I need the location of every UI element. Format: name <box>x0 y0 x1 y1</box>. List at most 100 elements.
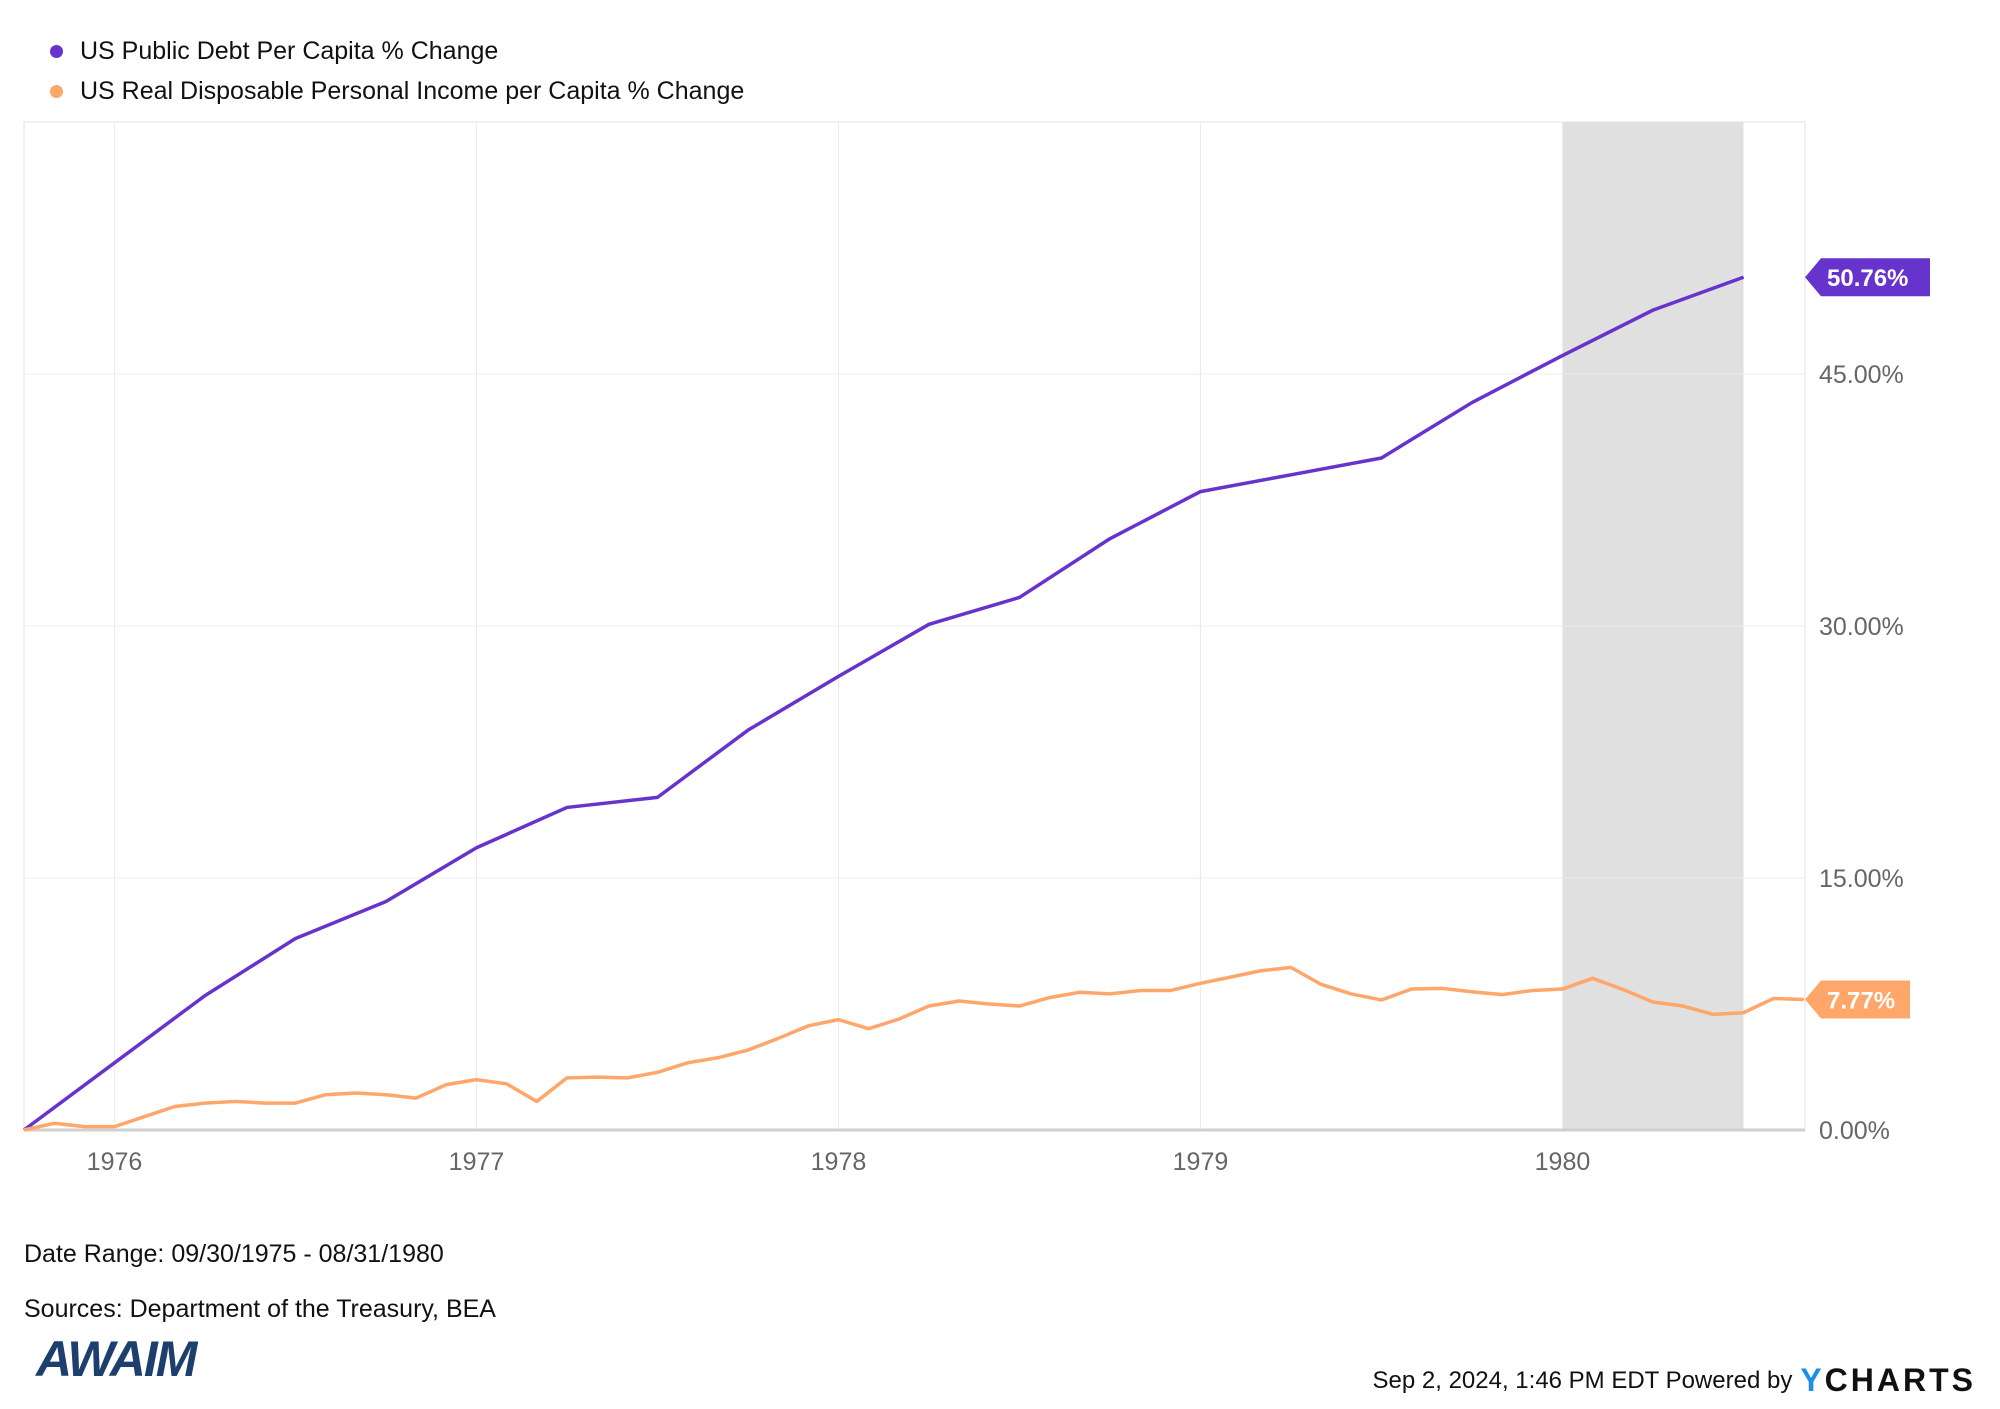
data-point <box>1109 538 1111 540</box>
legend-label: US Public Debt Per Capita % Change <box>80 37 499 65</box>
data-point <box>1049 997 1051 999</box>
x-tick-label: 1977 <box>449 1148 505 1176</box>
data-point <box>1109 993 1111 995</box>
data-point <box>53 1122 55 1124</box>
data-point <box>234 1100 236 1102</box>
footer: Sep 2, 2024, 1:46 PM EDT Powered by YCHA… <box>1373 1362 1976 1399</box>
data-point <box>264 1102 266 1104</box>
x-tick-label: 1980 <box>1535 1148 1591 1176</box>
data-point <box>294 1102 296 1104</box>
data-point <box>1712 1013 1714 1015</box>
last-value-label: 50.76% <box>1827 265 1908 292</box>
data-point <box>415 1097 417 1099</box>
data-point <box>385 1094 387 1096</box>
data-point <box>1290 966 1292 968</box>
data-point <box>536 1100 538 1102</box>
awaim-logo: AWAIM <box>36 1331 197 1387</box>
series-line-0 <box>22 275 1745 1132</box>
data-point <box>1230 976 1232 978</box>
data-point <box>1199 982 1201 984</box>
data-point <box>928 623 930 625</box>
data-point <box>898 1018 900 1020</box>
data-point <box>1079 991 1081 993</box>
data-point <box>1531 990 1533 992</box>
last-value-badge <box>1805 258 1930 297</box>
data-point <box>325 1094 327 1096</box>
series-line-1 <box>23 965 1804 1132</box>
data-point <box>1471 991 1473 993</box>
data-point <box>747 729 749 731</box>
data-point <box>837 675 839 677</box>
data-point <box>144 1116 146 1118</box>
data-point <box>596 1076 598 1078</box>
data-point <box>1622 988 1624 990</box>
data-point <box>1742 276 1744 278</box>
data-point <box>1501 994 1503 996</box>
data-point <box>385 901 387 903</box>
y-tick-label: 30.00% <box>1819 613 1904 641</box>
data-point <box>988 1003 990 1005</box>
data-point <box>506 1083 508 1085</box>
last-value-label: 7.77% <box>1827 987 1895 1014</box>
data-point <box>1139 990 1141 992</box>
data-point <box>1592 977 1594 979</box>
legend-item-debt[interactable]: US Public Debt Per Capita % Change <box>50 37 498 66</box>
data-point <box>626 1077 628 1079</box>
data-point <box>445 1084 447 1086</box>
x-tick-label: 1976 <box>87 1148 143 1176</box>
y-tick-label: 45.00% <box>1819 361 1904 389</box>
y-tick-label: 15.00% <box>1819 865 1904 893</box>
data-point <box>807 1025 809 1027</box>
data-point <box>777 1037 779 1039</box>
data-point <box>717 1057 719 1059</box>
data-point <box>1742 1012 1744 1014</box>
data-point <box>1018 1005 1020 1007</box>
data-point <box>174 1105 176 1107</box>
data-point <box>1773 997 1775 999</box>
data-point <box>747 1049 749 1051</box>
data-point <box>1290 474 1292 476</box>
legend-dot-icon <box>50 85 63 98</box>
data-point <box>656 1071 658 1073</box>
data-point <box>1350 993 1352 995</box>
legend-label: US Real Disposable Personal Income per C… <box>80 77 745 105</box>
data-point <box>1652 309 1654 311</box>
line-chart: 0.00% 15.00% 30.00% 45.00% 1976 1977 1978 1979 1… <box>22 121 1930 1176</box>
data-point <box>83 1126 85 1128</box>
data-point <box>113 1126 115 1128</box>
data-point <box>23 1129 25 1131</box>
data-point <box>475 1079 477 1081</box>
data-point <box>958 1000 960 1002</box>
legend-item-income[interactable]: US Real Disposable Personal Income per C… <box>50 77 744 106</box>
data-point <box>1199 491 1201 493</box>
data-point <box>1803 998 1805 1000</box>
ycharts-logo[interactable]: YCHARTS <box>1800 1362 1976 1398</box>
data-point <box>1561 988 1563 990</box>
data-point <box>204 1102 206 1104</box>
data-point <box>1320 983 1322 985</box>
x-tick-label: 1978 <box>811 1148 867 1176</box>
sources: Sources: Department of the Treasury, BEA <box>24 1295 496 1323</box>
last-value-badge <box>1805 980 1910 1019</box>
data-point <box>566 1077 568 1079</box>
data-point <box>656 796 658 798</box>
data-point <box>1682 1005 1684 1007</box>
data-point <box>1411 988 1413 990</box>
data-point <box>1561 355 1563 357</box>
data-point <box>475 847 477 849</box>
data-point <box>1380 999 1382 1001</box>
data-point <box>113 1062 115 1064</box>
data-point <box>566 806 568 808</box>
data-point <box>204 995 206 997</box>
date-range: Date Range: 09/30/1975 - 08/31/1980 <box>24 1240 444 1268</box>
y-tick-label: 0.00% <box>1819 1117 1890 1145</box>
data-point <box>1441 987 1443 989</box>
data-point <box>1260 970 1262 972</box>
data-point <box>355 1092 357 1094</box>
data-point <box>687 1062 689 1064</box>
legend-dot-icon <box>50 45 63 58</box>
data-point <box>294 937 296 939</box>
data-point <box>1471 402 1473 404</box>
data-point <box>1652 1001 1654 1003</box>
data-point <box>1169 990 1171 992</box>
